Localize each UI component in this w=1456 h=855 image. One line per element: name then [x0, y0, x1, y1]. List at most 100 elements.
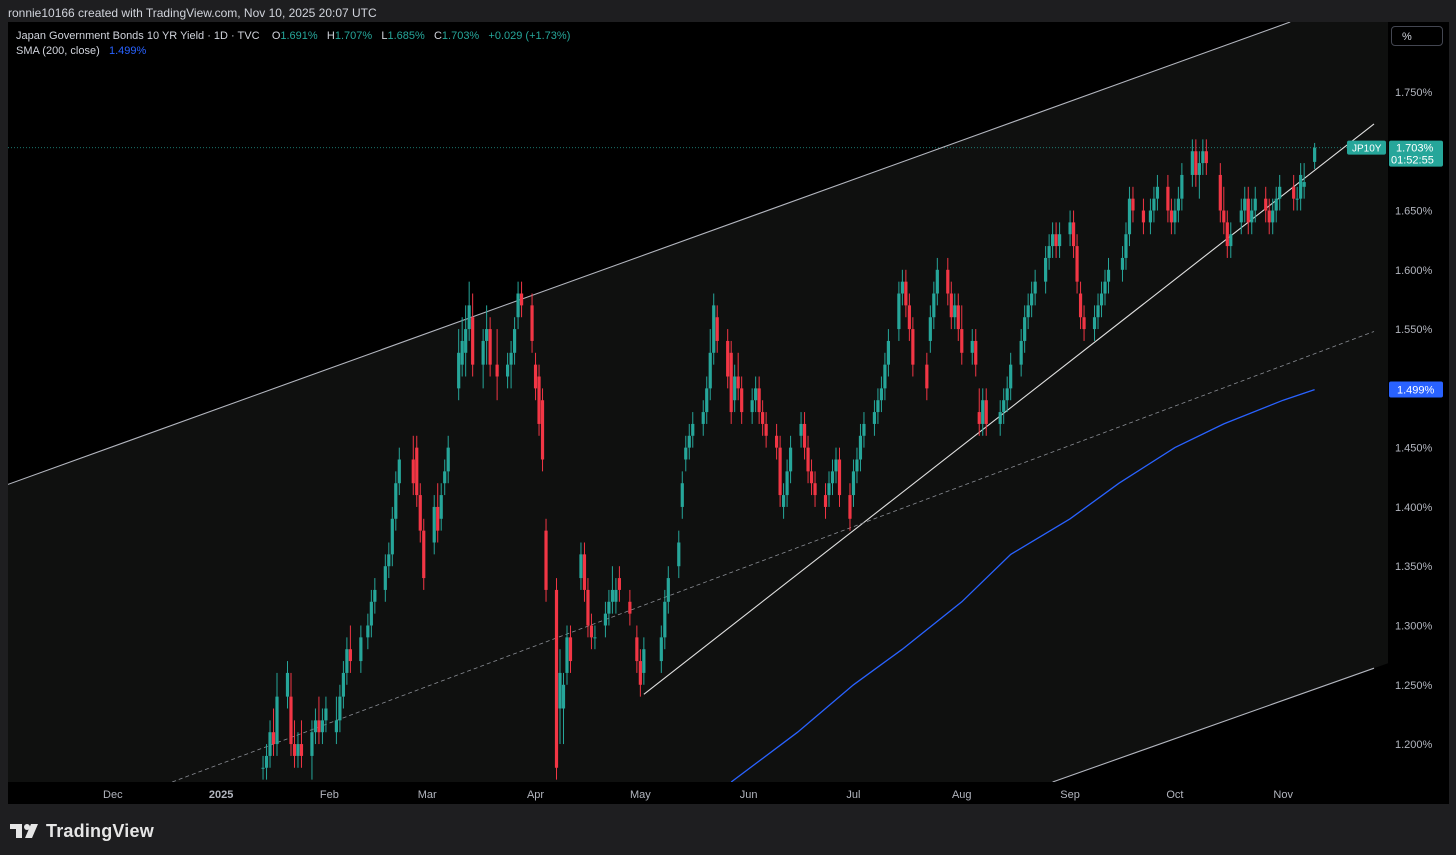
- legend-open-label: O: [271, 30, 281, 42]
- candle-body: [1057, 234, 1062, 247]
- candle: [289, 672, 293, 756]
- sma-price-tag-text: 1.499%: [1397, 385, 1435, 397]
- candle: [911, 317, 915, 377]
- candle-body: [851, 471, 856, 496]
- candle-body: [628, 601, 632, 614]
- candle: [855, 447, 859, 484]
- candle: [1292, 174, 1296, 211]
- y-tick-label: 1.250%: [1395, 680, 1433, 692]
- candle: [264, 744, 269, 780]
- candle: [610, 566, 615, 614]
- candle-body: [1239, 210, 1243, 223]
- legend-low-label: L: [381, 30, 388, 42]
- channel-fill: [8, 22, 1388, 782]
- footer-bar: TradingView: [0, 806, 1456, 855]
- candle: [589, 613, 594, 650]
- y-tick-label: 1.200%: [1395, 739, 1433, 751]
- candle: [1023, 305, 1027, 353]
- candle-body: [750, 400, 754, 413]
- candle: [666, 566, 670, 614]
- candle-body: [1173, 210, 1177, 223]
- candle-body: [886, 340, 891, 365]
- candle-body: [296, 744, 300, 756]
- candle: [1075, 234, 1079, 294]
- plot-area: [8, 22, 1388, 782]
- candle: [345, 637, 349, 685]
- candle-body: [1267, 210, 1271, 223]
- candle: [1005, 376, 1009, 413]
- candle: [827, 471, 831, 507]
- candle-body: [540, 400, 545, 460]
- candle: [823, 483, 828, 519]
- legend-title[interactable]: Japan Government Bonds 10 YR Yield · 1D …: [16, 30, 260, 42]
- candle-body: [788, 447, 793, 472]
- candle: [1092, 305, 1097, 341]
- candle-body: [589, 625, 594, 638]
- candle: [359, 625, 363, 673]
- candle-body: [677, 542, 681, 567]
- candle-body: [1194, 151, 1198, 175]
- candle-body: [1103, 281, 1107, 294]
- candle: [1030, 281, 1034, 318]
- candle-body: [582, 554, 587, 590]
- candle-body: [1002, 400, 1006, 413]
- candle: [1180, 163, 1184, 211]
- candle-body: [778, 447, 782, 496]
- candle-body: [687, 435, 691, 448]
- candle: [659, 625, 663, 673]
- candle: [946, 257, 950, 306]
- candle: [1274, 186, 1278, 223]
- candle: [1173, 198, 1177, 235]
- candle-body: [373, 589, 377, 602]
- candle: [680, 471, 684, 519]
- candle: [310, 720, 314, 780]
- candle-body: [876, 400, 880, 413]
- candle: [1103, 269, 1107, 306]
- candle-body: [701, 412, 705, 424]
- candle-body: [799, 423, 803, 436]
- legend-close-value: 1.703%: [441, 30, 480, 42]
- candle-body: [432, 506, 436, 543]
- candle: [1051, 222, 1055, 258]
- tradingview-logo[interactable]: TradingView: [10, 821, 154, 841]
- x-tick-label: Jun: [740, 789, 758, 801]
- candle: [1278, 174, 1282, 211]
- candle-body: [275, 696, 279, 745]
- candle-body: [785, 471, 789, 496]
- sma-price-tag: [1389, 381, 1443, 398]
- candle: [387, 542, 391, 579]
- candle: [533, 352, 538, 401]
- y-tick-label: 1.350%: [1395, 561, 1433, 573]
- candle: [341, 661, 345, 709]
- candle-body: [684, 447, 688, 460]
- candle-body: [334, 720, 339, 733]
- candle: [1131, 186, 1135, 223]
- candle-body: [1005, 388, 1009, 401]
- candle: [1313, 142, 1317, 170]
- candle: [848, 483, 852, 531]
- candle: [1295, 186, 1299, 211]
- sma-label[interactable]: SMA (200, close): [16, 45, 100, 57]
- candle-body: [1099, 293, 1104, 306]
- candle-body: [1155, 186, 1160, 199]
- candle: [488, 317, 492, 377]
- candle-body: [705, 388, 709, 413]
- candle: [471, 293, 475, 377]
- candle-body: [1190, 151, 1194, 175]
- price-chart[interactable]: 1.750%1.700%1.650%1.600%1.550%1.450%1.40…: [8, 22, 1449, 804]
- candle: [348, 625, 352, 673]
- candle-body: [953, 305, 957, 318]
- y-tick-label: 1.400%: [1395, 502, 1433, 514]
- candle: [586, 578, 590, 638]
- trendline-1: [8, 22, 1291, 485]
- candle: [1190, 139, 1194, 187]
- candle-body: [457, 352, 461, 389]
- candle-body: [394, 483, 398, 519]
- candle: [677, 530, 681, 579]
- tradingview-logo-icon: [10, 824, 38, 838]
- candle-body: [911, 329, 915, 365]
- candle: [617, 566, 621, 602]
- candle: [565, 625, 569, 685]
- candle-body: [1250, 210, 1254, 223]
- percent-scale-button[interactable]: %: [1391, 26, 1443, 46]
